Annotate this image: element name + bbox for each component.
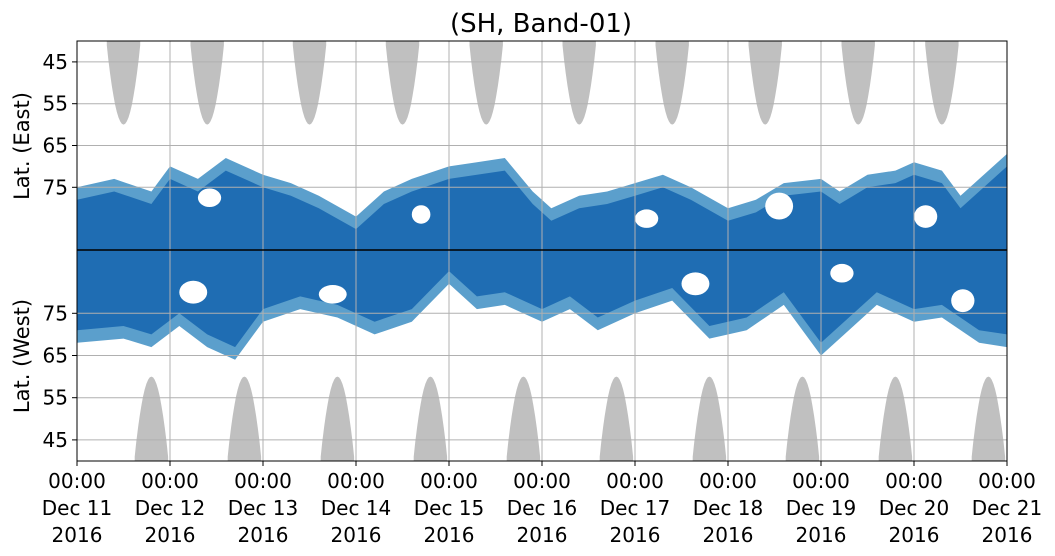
no-coverage-region-west-6 xyxy=(692,376,727,461)
y-tick-label-west-2: 55 xyxy=(43,386,68,410)
activity-gap-2 xyxy=(411,205,431,224)
x-tick-label-7-time: 00:00 xyxy=(699,469,757,493)
no-coverage-region-west-2 xyxy=(320,376,355,461)
activity-gap-0 xyxy=(197,188,222,208)
x-tick-label-4-time: 00:00 xyxy=(420,469,478,493)
no-coverage-region-east-1 xyxy=(190,41,224,125)
x-tick-label-3-year: 2016 xyxy=(331,523,382,547)
x-tick-label-10-year: 2016 xyxy=(982,523,1033,547)
y-tick-label-east-0: 45 xyxy=(43,50,68,74)
y-tick-label-west-1: 65 xyxy=(43,344,68,368)
activity-gap-6 xyxy=(179,280,208,304)
x-tick-label-5-time: 00:00 xyxy=(513,469,571,493)
y-tick-label-west-0: 75 xyxy=(43,301,68,325)
no-coverage-region-east-2 xyxy=(292,41,327,125)
x-tick-label-6-time: 00:00 xyxy=(606,469,664,493)
x-tick-label-3-date: Dec 14 xyxy=(321,496,392,520)
activity-gap-4 xyxy=(765,192,794,220)
plot-area xyxy=(76,40,1008,462)
y-tick-label-east-1: 55 xyxy=(43,92,68,116)
x-tick-label-4-date: Dec 15 xyxy=(414,496,485,520)
activity-gap-5 xyxy=(914,205,938,228)
x-tick-label-10-date: Dec 21 xyxy=(972,496,1043,520)
activity-region-east xyxy=(77,166,1007,250)
x-tick-label-6-year: 2016 xyxy=(610,523,661,547)
no-coverage-region-west-1 xyxy=(227,376,262,461)
x-tick-label-1-time: 00:00 xyxy=(141,469,199,493)
chart-title: (SH, Band-01) xyxy=(450,9,632,39)
x-tick-label-9-year: 2016 xyxy=(889,523,940,547)
x-tick-label-8-time: 00:00 xyxy=(792,469,850,493)
activity-gap-8 xyxy=(681,272,710,296)
no-coverage-region-east-7 xyxy=(748,41,782,125)
x-tick-label-9-time: 00:00 xyxy=(885,469,943,493)
no-coverage-region-east-8 xyxy=(841,41,875,125)
no-coverage-region-west-5 xyxy=(599,376,634,461)
x-tick-label-5-date: Dec 16 xyxy=(507,496,578,520)
no-coverage-region-west-0 xyxy=(134,376,169,461)
no-coverage-region-east-9 xyxy=(925,41,959,125)
no-coverage-region-west-3 xyxy=(413,376,448,461)
y-axis-label-east: Lat. (East) xyxy=(10,92,34,200)
x-tick-label-6-date: Dec 17 xyxy=(600,496,671,520)
x-tick-label-0-time: 00:00 xyxy=(48,469,106,493)
x-tick-label-3-time: 00:00 xyxy=(327,469,385,493)
x-tick-label-4-year: 2016 xyxy=(424,523,475,547)
x-tick-label-2-date: Dec 13 xyxy=(228,496,299,520)
y-axis-label-west: Lat. (West) xyxy=(10,299,34,413)
no-coverage-region-east-3 xyxy=(385,41,420,125)
y-tick-label-east-2: 65 xyxy=(43,134,68,158)
no-coverage-region-west-7 xyxy=(785,376,820,461)
no-coverage-region-west-9 xyxy=(971,376,1006,461)
x-tick-label-0-year: 2016 xyxy=(52,523,103,547)
no-coverage-region-west-8 xyxy=(878,376,913,461)
no-coverage-region-east-4 xyxy=(469,41,503,125)
no-coverage-region-east-5 xyxy=(562,41,596,125)
activity-gap-10 xyxy=(951,289,975,313)
no-coverage-region-west-4 xyxy=(506,376,541,461)
activity-gap-7 xyxy=(318,284,347,304)
x-tick-label-9-date: Dec 20 xyxy=(879,496,950,520)
activity-gap-1 xyxy=(337,180,366,203)
x-tick-label-0-date: Dec 11 xyxy=(42,496,113,520)
x-ticks: 00:00 Dec 11 2016 00:00 Dec 12 2016 00:00 Dec 1… xyxy=(42,461,1043,547)
activity-gap-9 xyxy=(830,263,854,283)
x-tick-label-8-date: Dec 19 xyxy=(786,496,857,520)
activity-gap-3 xyxy=(635,209,659,228)
x-tick-label-1-year: 2016 xyxy=(145,523,196,547)
y-ticks-east: 45 55 65 75 xyxy=(43,50,77,199)
no-coverage-region-east-6 xyxy=(655,41,689,125)
x-tick-label-2-time: 00:00 xyxy=(234,469,292,493)
x-tick-label-8-year: 2016 xyxy=(796,523,847,547)
x-tick-label-7-year: 2016 xyxy=(703,523,754,547)
y-tick-label-west-3: 45 xyxy=(43,428,68,452)
y-tick-label-east-3: 75 xyxy=(43,175,68,199)
y-ticks-west: 75 65 55 45 xyxy=(43,301,77,452)
x-tick-label-2-year: 2016 xyxy=(238,523,289,547)
x-tick-label-7-date: Dec 18 xyxy=(693,496,764,520)
x-tick-label-5-year: 2016 xyxy=(517,523,568,547)
x-tick-label-1-date: Dec 12 xyxy=(135,496,206,520)
no-coverage-region-east-0 xyxy=(106,41,141,125)
x-tick-label-10-time: 00:00 xyxy=(978,469,1036,493)
